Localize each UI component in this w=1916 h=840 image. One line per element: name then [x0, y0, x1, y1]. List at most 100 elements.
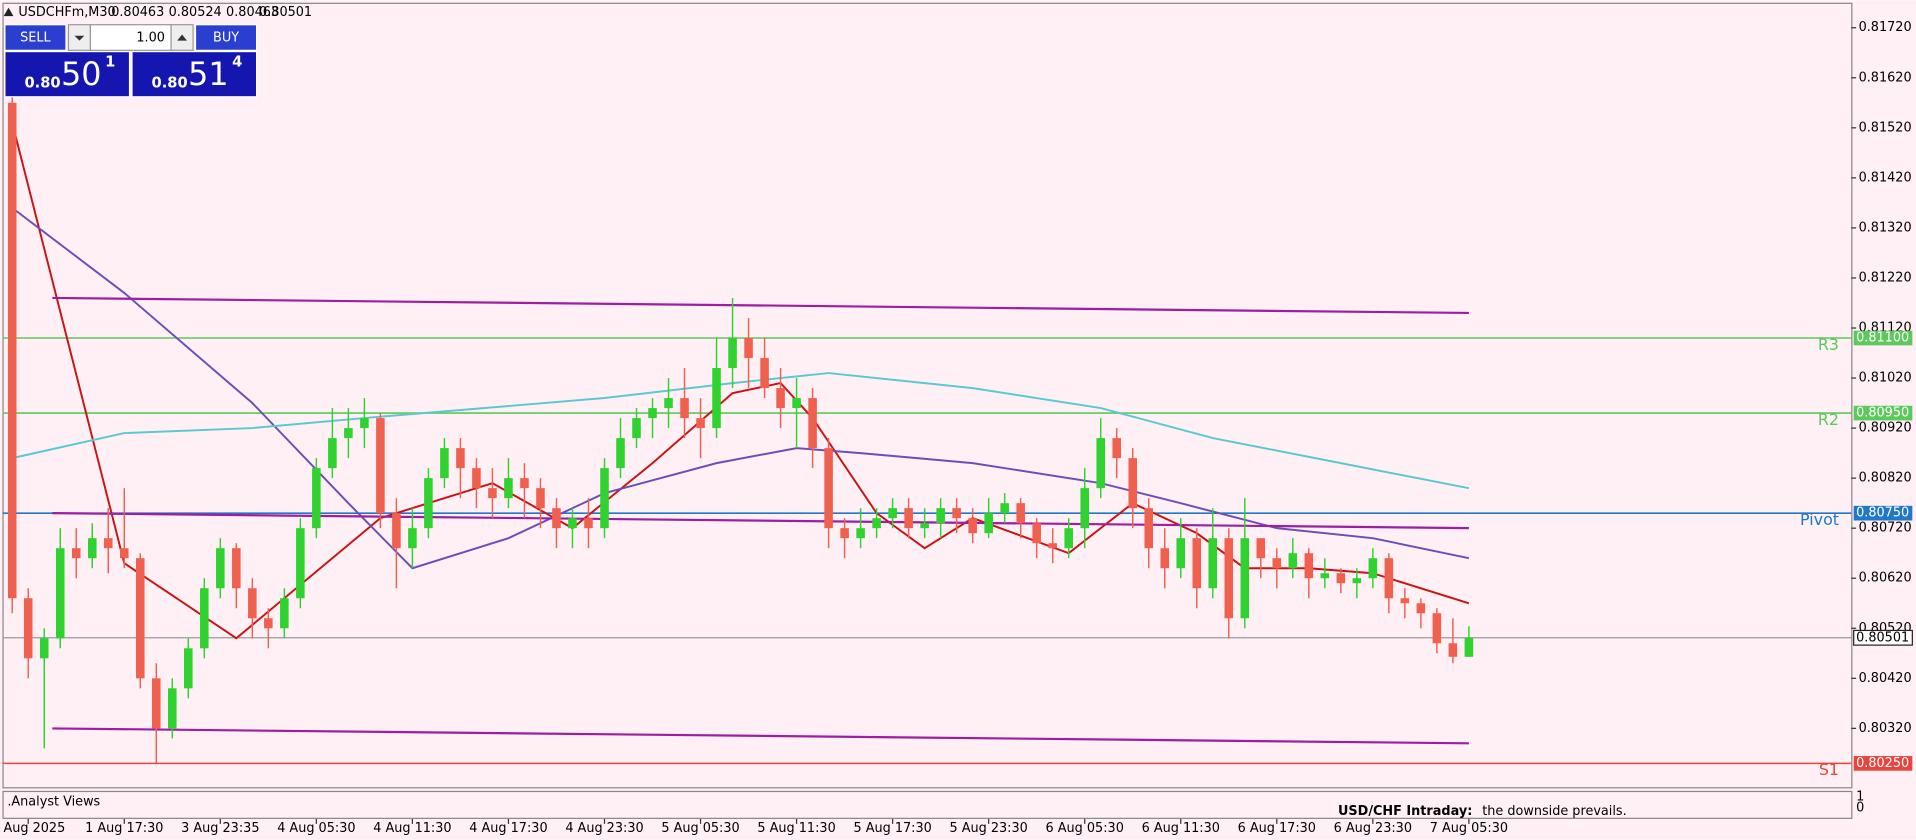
x-tick-label: 4 Aug 05:30 — [277, 821, 355, 836]
x-tick-label: 4 Aug 17:30 — [469, 821, 547, 836]
candle-body — [792, 398, 801, 409]
x-tick-label: 5 Aug 11:30 — [757, 821, 835, 836]
candle-body — [776, 388, 785, 409]
candle-body — [968, 518, 977, 534]
candle-body — [920, 523, 929, 529]
buy-price-box[interactable] — [131, 50, 258, 98]
candle-body — [7, 102, 17, 599]
candle-body — [328, 438, 337, 469]
current-price-label: 0.80501 — [1856, 630, 1909, 645]
candle-body — [936, 508, 945, 524]
candle-body — [55, 548, 65, 639]
overlay-line — [52, 512, 1469, 530]
down-arrow — [74, 35, 85, 41]
level-name: R3 — [1818, 335, 1839, 354]
level-name: Pivot — [1800, 510, 1839, 529]
candle-body — [744, 338, 753, 359]
level-box — [1853, 505, 1913, 521]
candle-body — [39, 638, 49, 659]
candle-body — [1288, 553, 1298, 569]
y-tick-label: 0.80620 — [1859, 571, 1912, 586]
candle-body — [1432, 613, 1442, 644]
sell-button[interactable] — [4, 24, 67, 51]
header-high: 0.80524 — [169, 5, 222, 20]
sell-label[interactable]: SELL — [20, 31, 51, 46]
x-tick-label: 5 Aug 05:30 — [661, 821, 739, 836]
subwindow-frame — [2, 790, 1853, 819]
candle-body — [152, 678, 161, 729]
x-tick-label: 5 Aug 23:30 — [949, 821, 1027, 836]
candle-body — [136, 558, 145, 679]
candle-body — [1000, 503, 1009, 514]
y-tick-label: 0.81320 — [1859, 220, 1912, 235]
candle-body — [760, 358, 769, 389]
level-name: S1 — [1819, 760, 1839, 779]
header-close: 0.80501 — [259, 5, 312, 20]
candle-body — [680, 398, 689, 419]
x-tick-label: 1 Aug 2025 — [0, 821, 65, 836]
x-tick-label: 5 Aug 17:30 — [853, 821, 931, 836]
candle-body — [712, 368, 721, 429]
x-tick-label: 3 Aug 23:35 — [181, 821, 259, 836]
candle-body — [1224, 538, 1234, 619]
level-label: 0.80250 — [1856, 756, 1909, 771]
y-tick-label: 0.81620 — [1859, 70, 1912, 85]
candle-body — [119, 548, 129, 559]
candle-body — [248, 588, 257, 619]
candle-body — [408, 528, 417, 549]
sell-pips: 50 — [61, 57, 101, 93]
candle-body — [1240, 538, 1250, 619]
candle-body — [872, 518, 881, 529]
candle-body — [536, 488, 545, 509]
candle-body — [1016, 503, 1025, 524]
candle-body — [1160, 548, 1170, 569]
analysis-headline: USD/CHF Intraday: — [1338, 804, 1472, 819]
candle-body — [184, 648, 193, 689]
level-label: 0.80950 — [1856, 406, 1909, 421]
candle-body — [504, 478, 513, 499]
y-tick-label: 0.81020 — [1859, 371, 1912, 386]
buy-label[interactable]: BUY — [213, 31, 239, 46]
candle-body — [1304, 553, 1314, 579]
candle-body — [424, 478, 433, 529]
candle-body — [376, 418, 385, 514]
candle-body — [824, 448, 833, 529]
y-tick-label: 0.80320 — [1859, 721, 1912, 736]
y-tick-label: 0.80820 — [1859, 471, 1912, 486]
up-arrow — [177, 34, 187, 41]
candle-body — [520, 478, 529, 489]
lot-value[interactable]: 1.00 — [136, 31, 165, 46]
candle-body — [296, 528, 305, 599]
candle-body — [1464, 637, 1474, 657]
plot-frame — [2, 2, 1853, 789]
overlay-line — [11, 122, 1470, 640]
candle-body — [1112, 438, 1122, 459]
candle-body — [1032, 523, 1041, 544]
x-tick-label: 6 Aug 05:30 — [1046, 821, 1124, 836]
candle-body — [23, 598, 33, 659]
header-low: 0.80463 — [226, 5, 279, 20]
current-price-box — [1853, 629, 1913, 646]
y-tick-label: 0.80420 — [1859, 671, 1912, 686]
buy-button[interactable] — [194, 24, 258, 51]
buy-big-figure: 0.80 — [152, 74, 188, 91]
buy-point: 4 — [232, 54, 242, 71]
sell-big-figure: 0.80 — [24, 74, 60, 91]
candle-body — [728, 338, 737, 369]
x-tick-label: 1 Aug 17:30 — [85, 821, 163, 836]
y-tick-label: 0.80920 — [1859, 421, 1912, 436]
candle-body — [1144, 508, 1154, 549]
candle-body — [344, 428, 353, 439]
collapse-icon[interactable] — [3, 7, 14, 17]
candle-body — [600, 468, 609, 529]
overlay-line — [52, 727, 1469, 745]
sell-price-box[interactable] — [4, 50, 131, 98]
level-label: 0.81100 — [1856, 331, 1909, 346]
candle-body — [264, 618, 273, 629]
y-tick-label: 0.81520 — [1859, 120, 1912, 135]
x-tick-label: 6 Aug 11:30 — [1142, 821, 1220, 836]
candle-body — [360, 418, 369, 429]
x-tick-label: 4 Aug 23:30 — [565, 821, 643, 836]
candle-body — [87, 538, 97, 559]
